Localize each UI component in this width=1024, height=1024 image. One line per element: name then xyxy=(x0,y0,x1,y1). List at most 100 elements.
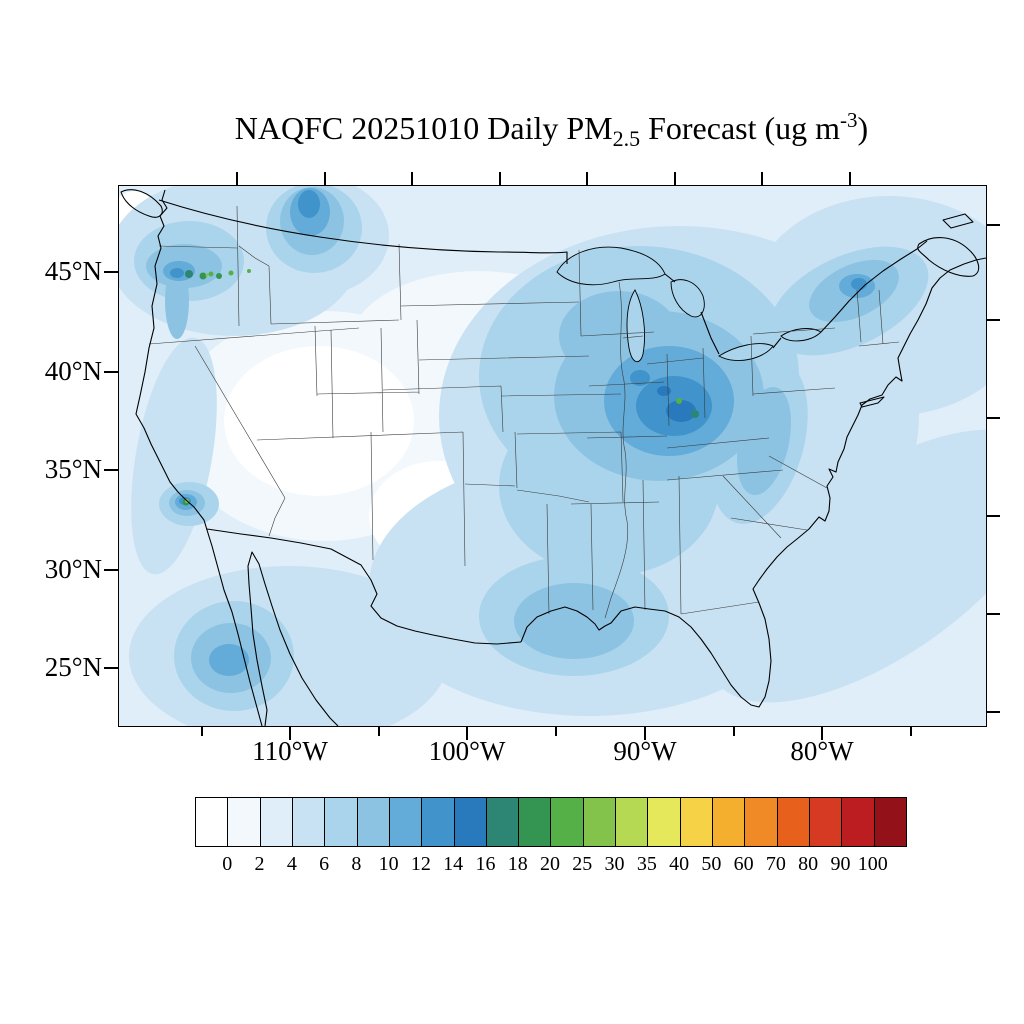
title-text-end: ) xyxy=(857,110,869,146)
tick-mark xyxy=(499,172,501,185)
page-title: NAQFC 20251010 Daily PM2.5 Forecast (ug … xyxy=(118,108,985,152)
gulf-atlantic-coast xyxy=(520,257,986,708)
tick-mark xyxy=(987,515,1000,517)
tick-mark xyxy=(733,727,735,736)
tick-mark xyxy=(104,469,118,471)
tick-mark xyxy=(104,371,118,373)
tick-mark xyxy=(555,727,557,736)
tick-mark xyxy=(987,613,1000,615)
tick-mark xyxy=(821,727,823,740)
colorbar-label: 4 xyxy=(286,853,297,875)
lake-connectors xyxy=(664,273,782,355)
tick-mark xyxy=(104,667,118,669)
tick-mark xyxy=(201,727,203,736)
colorbar-cell xyxy=(583,798,617,846)
tick-mark xyxy=(987,417,1000,419)
title-superscript: -3 xyxy=(840,108,858,132)
colorbar-label: 30 xyxy=(604,853,625,875)
map-plot-area xyxy=(118,185,987,727)
tick-mark xyxy=(987,319,1000,321)
tick-mark xyxy=(289,727,291,740)
colorbar-cell xyxy=(551,798,584,846)
colorbar-cell xyxy=(228,798,261,846)
tick-mark xyxy=(104,569,118,571)
colorbar-cell xyxy=(777,798,810,846)
x-axis-label: 90°W xyxy=(613,736,677,766)
lake-erie xyxy=(718,343,774,361)
coastlines xyxy=(120,189,986,726)
vancouver-island xyxy=(120,189,163,218)
conus-pm25-contour-map xyxy=(119,186,986,726)
colorbar-label: 10 xyxy=(378,853,399,875)
colorbar-cell xyxy=(292,798,326,846)
tick-mark xyxy=(987,711,1000,713)
y-axis-label: 45°N xyxy=(44,256,102,286)
tick-mark xyxy=(378,727,380,736)
colorbar-label: 14 xyxy=(443,853,464,875)
colorbar-label: 70 xyxy=(765,853,786,875)
pacific-coast xyxy=(135,189,263,726)
colorbar-cell xyxy=(486,798,520,846)
colorbar-label: 2 xyxy=(254,853,265,875)
tick-mark xyxy=(236,172,238,185)
nova-scotia xyxy=(917,237,980,277)
st-lawrence-border xyxy=(820,240,928,333)
colorbar-cell xyxy=(713,798,746,846)
colorbar-label: 60 xyxy=(733,853,754,875)
y-axis-label: 40°N xyxy=(44,356,102,386)
colorbar-cell xyxy=(842,798,875,846)
colorbar-label: 20 xyxy=(540,853,560,875)
x-axis-label: 100°W xyxy=(428,736,506,766)
colorbar-label: 6 xyxy=(319,853,330,875)
colorbar-cell xyxy=(196,798,229,846)
great-lakes xyxy=(556,246,822,363)
colorbar-label: 12 xyxy=(410,853,431,875)
colorbar-label: 35 xyxy=(636,853,657,875)
tick-mark xyxy=(910,727,912,736)
colorbar-label: 50 xyxy=(701,853,722,875)
colorbar-cell xyxy=(809,798,843,846)
us-canada-border xyxy=(158,199,568,264)
gulf-of-california xyxy=(247,551,339,726)
colorbar xyxy=(195,797,907,847)
y-axis-label: 30°N xyxy=(44,554,102,584)
colorbar-cell xyxy=(519,798,552,846)
tick-mark xyxy=(324,172,326,185)
x-axis-label: 80°W xyxy=(790,736,854,766)
title-text-mid: Forecast (ug m xyxy=(640,110,841,146)
y-axis-label: 25°N xyxy=(44,652,102,682)
x-axis-label: 110°W xyxy=(252,736,328,766)
y-axis-label: 35°N xyxy=(44,454,102,484)
colorbar-labels: 0 2 4 6 8 10 12 14 16 18 20 25 30 35 40 50 60 70 80 90 100 xyxy=(195,853,905,881)
colorbar-label: 16 xyxy=(475,853,496,875)
colorbar-cell xyxy=(616,798,649,846)
colorbar-cell xyxy=(260,798,293,846)
colorbar-label: 25 xyxy=(572,853,593,875)
tick-mark xyxy=(586,172,588,185)
colorbar-cell xyxy=(357,798,390,846)
colorbar-cell xyxy=(422,798,455,846)
colorbar-cell xyxy=(745,798,778,846)
tick-mark xyxy=(411,172,413,185)
colorbar-label: 80 xyxy=(798,853,819,875)
colorbar-label: 90 xyxy=(830,853,851,875)
colorbar-cell xyxy=(454,798,487,846)
colorbar-cell xyxy=(874,798,906,846)
title-text: NAQFC 20251010 Daily PM xyxy=(234,110,613,146)
colorbar-label: 18 xyxy=(507,853,528,875)
tick-mark xyxy=(466,727,468,740)
us-mexico-border xyxy=(206,528,522,645)
colorbar-label: 0 xyxy=(222,853,233,875)
state-borders xyxy=(148,205,900,619)
tick-mark xyxy=(674,172,676,185)
colorbar-cell xyxy=(325,798,358,846)
colorbar-label: 40 xyxy=(669,853,690,875)
colorbar-cell xyxy=(648,798,681,846)
tick-mark xyxy=(644,727,646,740)
lake-superior xyxy=(556,246,666,286)
long-island xyxy=(859,396,885,408)
tick-mark xyxy=(849,172,851,185)
colorbar-cell xyxy=(680,798,713,846)
gulf-st-lawrence-island xyxy=(942,213,974,229)
lake-huron xyxy=(670,279,705,318)
